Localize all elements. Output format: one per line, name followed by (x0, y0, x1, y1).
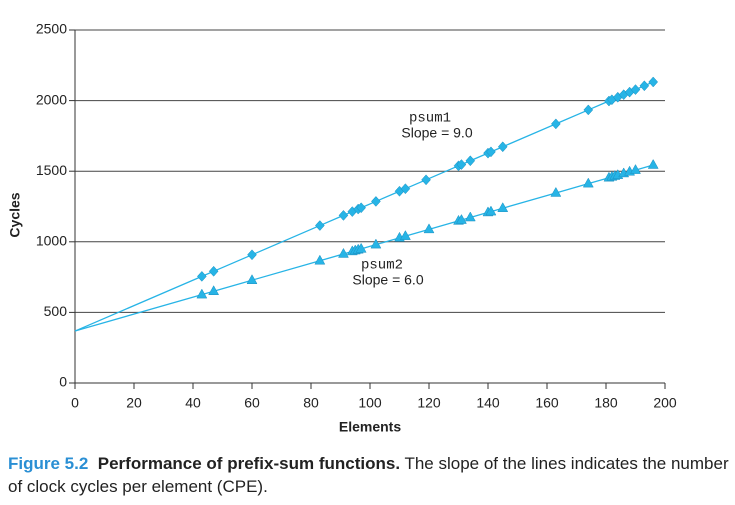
x-tick-label: 40 (185, 395, 201, 411)
x-tick-label: 80 (303, 395, 319, 411)
x-tick-label: 160 (535, 395, 559, 411)
annotation: Slope = 9.0 (401, 125, 472, 141)
point (550, 186, 562, 197)
point (314, 254, 326, 265)
x-tick-label: 200 (653, 395, 677, 411)
point (371, 196, 381, 207)
x-tick-label: 60 (244, 395, 260, 411)
point (465, 155, 476, 167)
point (355, 242, 367, 253)
point (551, 118, 561, 130)
y-tick-label: 2000 (36, 91, 67, 107)
x-tick-label: 180 (594, 395, 618, 411)
series-label: psum1 (409, 111, 451, 127)
point (421, 174, 431, 186)
point (486, 146, 496, 158)
point (208, 265, 219, 277)
point (197, 271, 207, 282)
caption-label: Figure 5.2 (8, 454, 89, 473)
y-tick-label: 1000 (36, 233, 67, 249)
point (208, 285, 220, 295)
point (399, 230, 411, 240)
y-tick-label: 500 (44, 303, 68, 319)
point (647, 158, 659, 169)
x-axis-label: Elements (339, 419, 401, 435)
point (315, 220, 325, 231)
y-axis-label: Cycles (7, 192, 23, 237)
y-tick-label: 1500 (36, 162, 67, 178)
y-tick-label: 2500 (36, 21, 67, 37)
annotation: Slope = 6.0 (352, 272, 423, 288)
point (246, 274, 258, 284)
x-tick-label: 0 (71, 395, 79, 411)
point (497, 202, 509, 212)
point (338, 247, 349, 258)
point (400, 183, 411, 195)
point (583, 104, 594, 116)
point (464, 211, 476, 222)
point (639, 80, 650, 92)
point (338, 210, 349, 221)
point (497, 141, 508, 153)
point (423, 223, 435, 234)
x-tick-label: 20 (126, 395, 142, 411)
point (582, 177, 594, 188)
caption: Figure 5.2 Performance of prefix-sum fun… (8, 452, 730, 498)
caption-title: Performance of prefix-sum functions. (97, 454, 401, 473)
point (630, 84, 641, 95)
point (370, 238, 382, 249)
point (456, 159, 467, 170)
x-tick-label: 140 (476, 395, 500, 411)
series-label: psum2 (361, 258, 403, 274)
chart: Cycles Elements psum1 Slope = 9.0 psum2 … (7, 21, 677, 435)
caption-text: The slope of the lines indicates the num… (8, 454, 729, 496)
point (485, 205, 497, 216)
y-tick-label: 0 (59, 374, 67, 390)
point (648, 76, 659, 88)
point (630, 164, 641, 174)
point (356, 202, 366, 214)
point (196, 288, 208, 299)
fit-line (74, 164, 654, 332)
x-tick-label: 100 (358, 395, 382, 411)
point (456, 214, 467, 224)
x-tick-label: 120 (417, 395, 441, 411)
point (247, 249, 257, 261)
